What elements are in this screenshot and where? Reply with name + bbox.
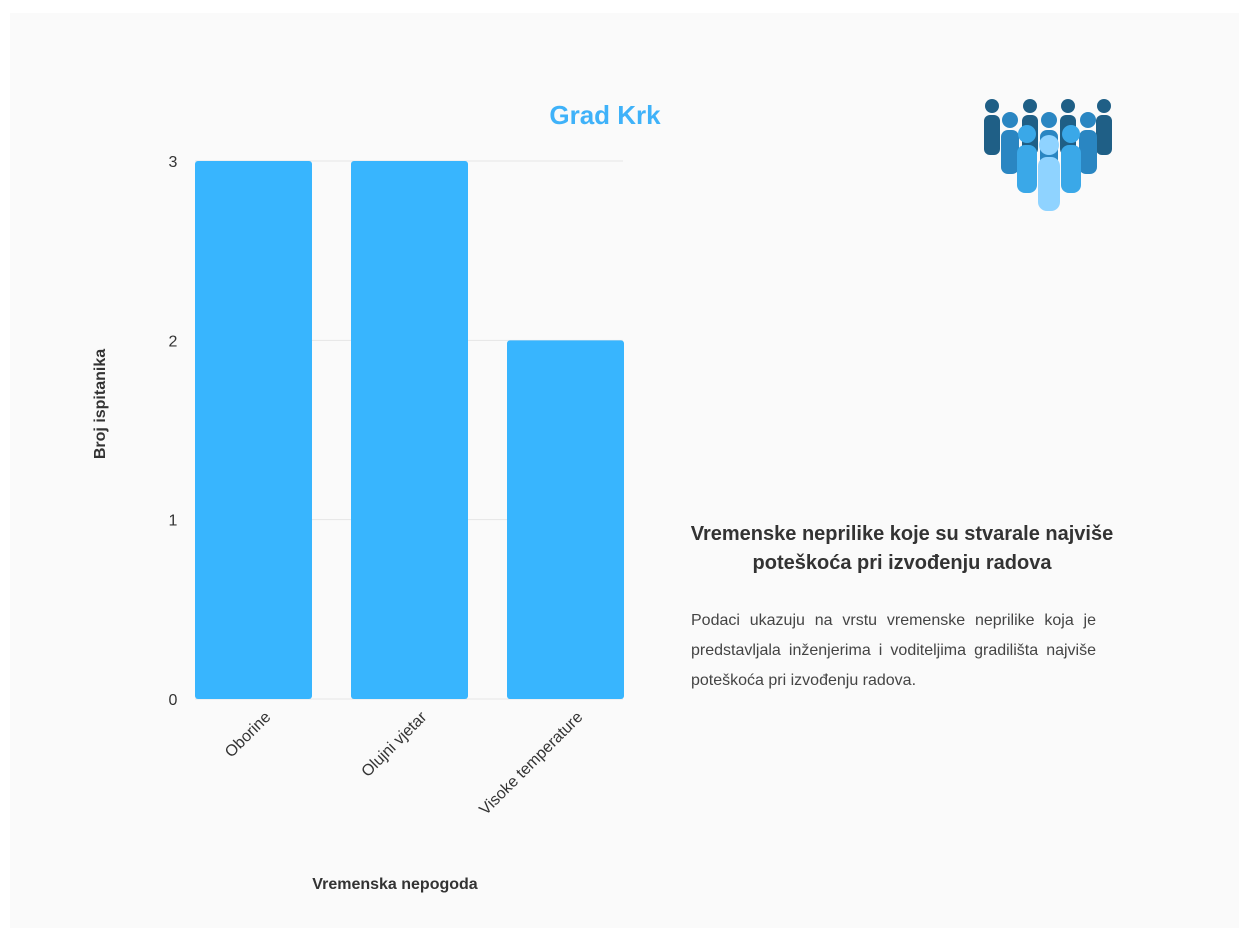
people-group-icon — [980, 96, 1120, 221]
bar — [507, 340, 624, 699]
y-tick-label: 0 — [169, 692, 178, 709]
y-tick-label: 3 — [169, 154, 178, 171]
bars — [195, 161, 624, 699]
x-tick-label: Olujni vjetar — [359, 708, 431, 780]
y-axis-label: Broj ispitanika — [92, 348, 109, 460]
x-tick-labels: Oborine Olujni vjetar Visoke temperature — [222, 708, 586, 818]
x-tick-label: Visoke temperature — [476, 709, 586, 819]
bar — [351, 161, 468, 699]
x-axis-label: Vremenska nepogoda — [312, 876, 478, 893]
bar — [195, 161, 312, 699]
x-tick-label: Oborine — [222, 709, 274, 761]
y-tick-labels: 0 1 2 3 — [169, 154, 178, 709]
info-heading: Vremenske neprilike koje su stvarale naj… — [690, 523, 1114, 574]
info-description: Podaci ukazuju na vrstu vremenske nepril… — [691, 612, 1096, 689]
y-tick-label: 2 — [169, 333, 178, 350]
y-tick-label: 1 — [169, 513, 178, 530]
chart-title: Grad Krk — [549, 100, 661, 130]
